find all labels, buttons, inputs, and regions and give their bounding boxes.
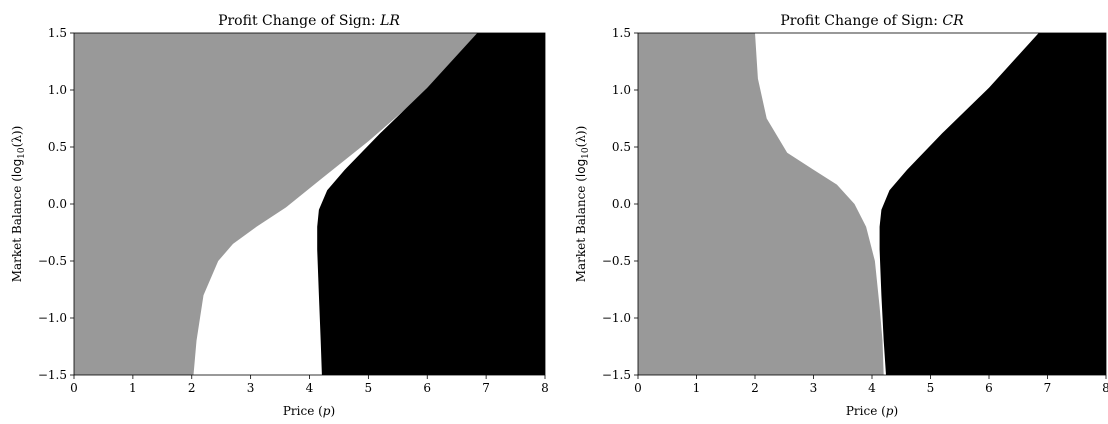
x-tick-label: 0 [70,381,78,395]
x-tick-label: 5 [365,381,373,395]
x-tick-label: 3 [247,381,255,395]
region-gray [638,33,884,375]
x-tick-label: 8 [541,381,549,395]
y-ticks-lr: −1.5 −1.0 −0.5 0.0 0.5 1.0 1.5 [38,26,74,382]
chart-title-cr: Profit Change of Sign: CR [780,13,964,29]
y-axis-label-lr: Market Balance (log10(λ)) [10,126,27,283]
x-axis-label-lr: Price (p) [283,404,335,418]
x-tick-label: 4 [306,381,314,395]
plot-area-cr [637,32,1107,376]
y-tick-label: 0.5 [48,140,67,154]
region-black [879,33,1106,375]
chart-title-lr: Profit Change of Sign: LR [218,13,400,29]
region-gray [74,33,481,375]
x-ticks-lr: 0 1 2 3 4 5 6 7 8 [70,375,549,395]
x-tick-label: 7 [1044,381,1052,395]
y-tick-label: 1.0 [612,83,631,97]
y-tick-label: −0.5 [38,254,67,268]
y-tick-label: 0.0 [48,197,67,211]
x-tick-label: 4 [868,381,876,395]
x-tick-label: 8 [1102,381,1108,395]
x-tick-label: 2 [188,381,196,395]
y-tick-label: 0.0 [612,197,631,211]
region-black [317,33,545,375]
x-tick-label: 7 [482,381,490,395]
y-tick-label: −1.0 [602,311,631,325]
x-ticks-cr: 0 1 2 3 4 5 6 7 8 [634,375,1108,395]
y-tick-label: 0.5 [612,140,631,154]
x-tick-label: 0 [634,381,642,395]
plot-area-lr [73,32,546,376]
y-axis-label-cr: Market Balance (log10(λ)) [574,126,591,283]
y-tick-label: 1.0 [48,83,67,97]
y-ticks-cr: −1.5 −1.0 −0.5 0.0 0.5 1.0 1.5 [602,26,638,382]
y-tick-label: −1.5 [602,368,631,382]
y-tick-label: 1.5 [48,26,67,40]
x-tick-label: 2 [751,381,759,395]
y-tick-label: 1.5 [612,26,631,40]
panel-lr: Profit Change of Sign: LR 0 1 2 3 4 5 6 7 8 −1.5… [10,13,549,418]
y-tick-label: −0.5 [602,254,631,268]
y-tick-label: −1.5 [38,368,67,382]
x-tick-label: 6 [423,381,431,395]
x-tick-label: 5 [927,381,935,395]
x-tick-label: 1 [129,381,137,395]
y-tick-label: −1.0 [38,311,67,325]
x-tick-label: 6 [985,381,993,395]
x-tick-label: 1 [693,381,701,395]
panel-cr: Profit Change of Sign: CR 0 1 2 3 4 5 6 7 8 −1.5… [574,13,1108,418]
x-axis-label-cr: Price (p) [846,404,898,418]
x-tick-label: 3 [810,381,818,395]
